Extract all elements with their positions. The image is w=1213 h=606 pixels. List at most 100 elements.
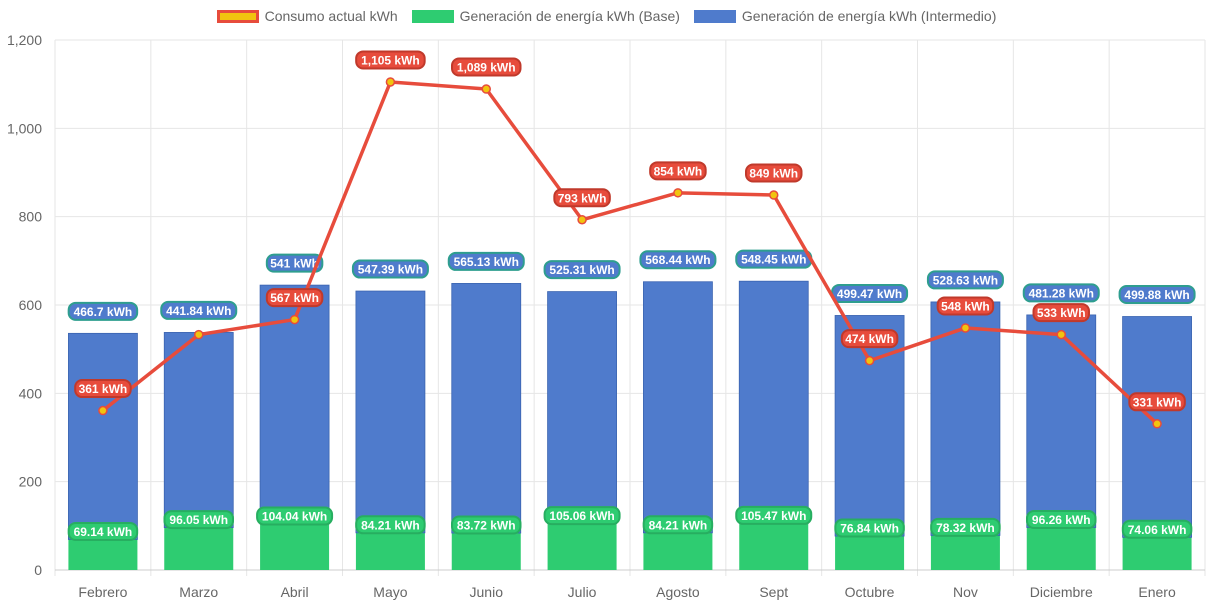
data-label-intermedio-bg — [926, 270, 1004, 290]
data-label-base: 84.21 kWh — [361, 518, 420, 532]
bar-intermedio[interactable] — [163, 332, 234, 528]
bar-intermedio[interactable] — [355, 290, 426, 534]
bar-base[interactable] — [1122, 537, 1192, 570]
legend-item-base[interactable]: Generación de energía kWh (Base) — [411, 8, 680, 24]
data-label-consumo-bg — [355, 50, 426, 70]
legend-item-consumo[interactable]: Consumo actual kWh — [216, 8, 398, 24]
x-tick-label: Nov — [953, 584, 978, 600]
bar-base[interactable] — [164, 527, 234, 570]
data-label-consumo: 474 kWh — [845, 332, 894, 346]
data-label-base: 76.84 kWh — [840, 522, 899, 536]
data-point-consumo[interactable] — [960, 323, 971, 333]
bar-intermedio[interactable] — [738, 280, 809, 524]
bar-base[interactable] — [355, 532, 425, 570]
bar-intermedio[interactable] — [547, 291, 617, 524]
data-label-base-bg — [834, 518, 905, 538]
bar-base[interactable] — [68, 539, 138, 570]
data-label-base-bg — [355, 515, 426, 535]
data-label-consumo-bg — [265, 288, 324, 308]
bar-intermedio[interactable] — [834, 315, 905, 537]
bar-intermedio[interactable] — [930, 301, 1001, 536]
bar-base[interactable] — [739, 523, 809, 570]
data-label-intermedio: 541 kWh — [270, 257, 319, 271]
data-label-intermedio-bg — [67, 301, 139, 321]
data-point-consumo[interactable] — [864, 355, 875, 366]
data-label-consumo: 854 kWh — [654, 164, 703, 178]
data-label-base-bg — [642, 515, 714, 535]
data-point-consumo[interactable] — [194, 329, 204, 340]
data-point-consumo[interactable] — [481, 84, 491, 94]
data-label-consumo: 361 kWh — [79, 382, 128, 396]
data-label-base-bg — [543, 506, 621, 526]
data-point-consumo[interactable] — [98, 405, 108, 416]
data-label-intermedio: 528.63 kWh — [933, 273, 998, 287]
data-label-base-bg — [930, 517, 1001, 537]
data-point-consumo[interactable] — [1056, 329, 1066, 340]
data-label-intermedio: 466.7 kWh — [74, 305, 133, 319]
data-label-intermedio: 499.88 kWh — [1124, 288, 1189, 302]
legend-label-consumo: Consumo actual kWh — [264, 8, 398, 24]
data-point-consumo[interactable] — [577, 215, 587, 225]
data-label-base: 96.05 kWh — [169, 513, 228, 527]
data-label-intermedio-bg — [447, 251, 525, 271]
data-point-consumo[interactable] — [769, 190, 779, 200]
bar-base[interactable] — [451, 533, 521, 570]
data-label-intermedio: 481.28 kWh — [1029, 286, 1094, 300]
data-label-intermedio-bg — [265, 253, 324, 273]
legend-item-intermedio[interactable]: Generación de energía kWh (Intermedio) — [693, 8, 997, 24]
bar-base[interactable] — [1026, 527, 1096, 570]
data-point-consumo[interactable] — [289, 314, 300, 325]
data-label-base-bg — [256, 506, 334, 526]
bar-intermedio[interactable] — [643, 281, 713, 534]
bar-base[interactable] — [547, 523, 617, 570]
data-label-base-bg — [163, 510, 234, 530]
x-tick-label: Junio — [470, 584, 504, 600]
y-tick-label: 800 — [19, 209, 43, 225]
data-label-base: 105.06 kWh — [549, 509, 614, 523]
bar-base[interactable] — [930, 535, 1000, 570]
data-label-intermedio: 568.44 kWh — [645, 253, 710, 267]
legend-swatch-base — [411, 9, 454, 23]
y-tick-label: 200 — [19, 474, 43, 490]
bar-intermedio[interactable] — [451, 283, 522, 534]
data-label-base: 104.04 kWh — [262, 510, 327, 524]
data-label-intermedio: 499.47 kWh — [837, 287, 902, 301]
data-label-consumo-bg — [1032, 303, 1090, 323]
x-tick-label: Mayo — [373, 584, 407, 600]
data-label-base: 74.06 kWh — [1128, 523, 1187, 537]
data-label-consumo-bg — [74, 379, 132, 399]
legend-swatch-consumo — [216, 9, 259, 23]
bar-intermedio[interactable] — [68, 332, 138, 540]
data-label-consumo: 331 kWh — [1133, 395, 1182, 409]
y-tick-label: 400 — [19, 385, 43, 401]
legend-swatch-intermedio — [693, 9, 736, 23]
data-label-base: 96.26 kWh — [1032, 513, 1091, 527]
bar-intermedio[interactable] — [1026, 314, 1097, 528]
data-point-consumo[interactable] — [673, 188, 683, 198]
data-label-base-bg — [735, 505, 813, 525]
bar-base[interactable] — [260, 524, 330, 570]
data-label-base: 69.14 kWh — [74, 525, 133, 539]
data-label-consumo: 1,089 kWh — [457, 61, 516, 75]
data-point-consumo[interactable] — [1152, 419, 1162, 429]
data-point-consumo[interactable] — [385, 77, 396, 87]
data-label-consumo-bg — [1128, 392, 1186, 412]
data-label-consumo-bg — [745, 163, 803, 183]
data-label-base-bg — [1026, 509, 1097, 529]
data-label-consumo: 567 kWh — [270, 291, 319, 305]
bar-base[interactable] — [835, 536, 905, 570]
data-label-intermedio-bg — [351, 259, 429, 279]
x-tick-label: Abril — [281, 584, 309, 600]
data-label-intermedio-bg — [1118, 285, 1196, 305]
data-label-intermedio: 547.39 kWh — [358, 263, 423, 277]
bar-base[interactable] — [643, 532, 713, 570]
legend-label-intermedio: Generación de energía kWh (Intermedio) — [741, 8, 997, 24]
data-label-intermedio: 525.31 kWh — [549, 263, 614, 277]
data-label-base: 83.72 kWh — [457, 519, 516, 533]
data-label-consumo-bg — [649, 161, 707, 181]
series-line-consumo — [101, 80, 1159, 426]
data-label-base: 105.47 kWh — [741, 509, 806, 523]
data-label-consumo-bg — [451, 57, 522, 77]
